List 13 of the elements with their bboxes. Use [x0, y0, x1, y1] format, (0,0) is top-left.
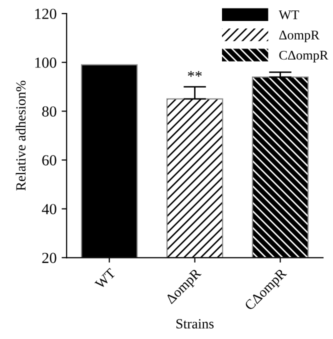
y-tick-label: 100	[35, 58, 56, 68]
y-axis-title: Relative adhesion%	[16, 80, 26, 191]
x-tick-label: WT	[94, 268, 116, 290]
y-tick-label: 80	[42, 106, 56, 117]
y-tick-label: 60	[42, 155, 56, 166]
annotation: **	[188, 71, 202, 77]
y-tick-label: 40	[42, 204, 56, 214]
y-tick-label: 120	[35, 8, 56, 20]
x-axis-title: Strains	[176, 319, 214, 328]
legend-label: WT	[278, 10, 300, 20]
y-tick-label: 20	[42, 252, 56, 264]
legend-label: CΔompR	[279, 50, 328, 62]
legend-label: ΔompR	[279, 30, 320, 42]
